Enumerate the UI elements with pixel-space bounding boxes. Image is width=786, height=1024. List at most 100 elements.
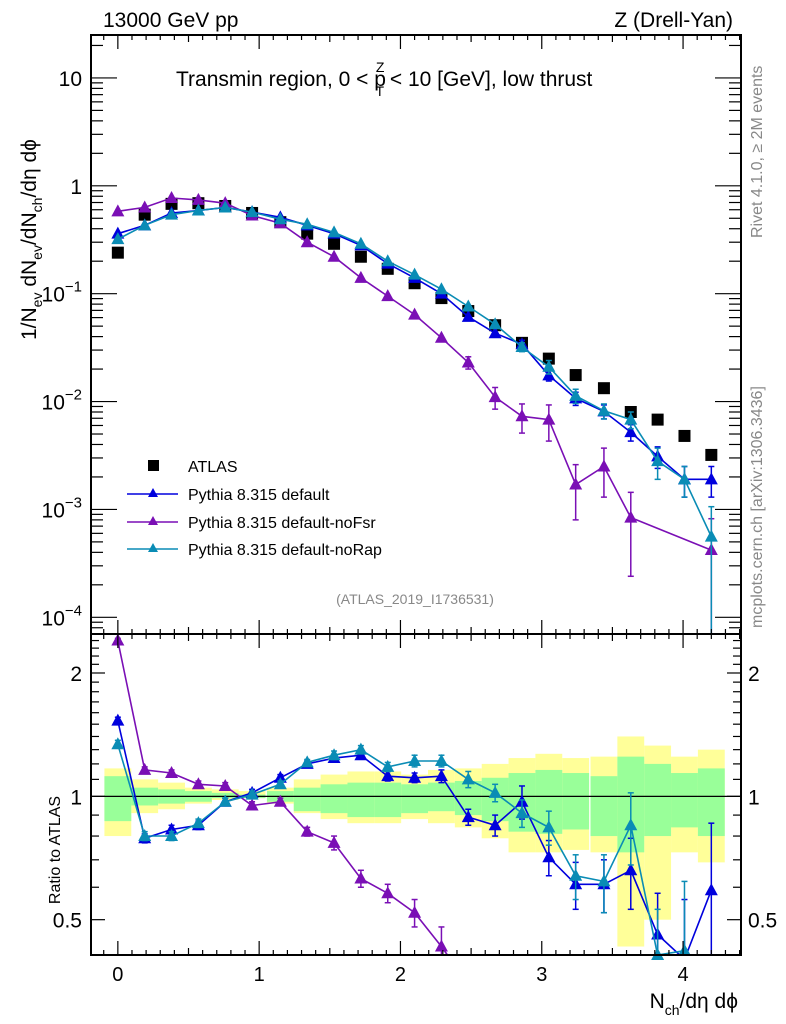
ratio-norap-point (354, 742, 368, 755)
main-norap-point (434, 282, 448, 295)
ratio-nofsr-point (218, 778, 232, 791)
main-norap-point (354, 236, 368, 249)
main-nofsr-point (515, 409, 529, 422)
ratio-default-point (704, 883, 718, 896)
ratio-y-tick-label-right: 1 (748, 786, 760, 809)
ratio-norap-point (624, 818, 638, 831)
ratio-norap-point (245, 787, 259, 800)
plot-title: Transmin region, 0 < pZ T < 10 [GeV], low… (176, 59, 593, 99)
main-default-point (624, 425, 638, 438)
rivet-version-text: Rivet 4.1.0, ≥ 2M events (749, 66, 766, 238)
ratio-band-stat-bin (644, 763, 672, 837)
legend: ATLAS Pythia 8.315 default Pythia 8.315 … (127, 459, 382, 559)
main-nofsr-point (461, 355, 475, 368)
ratio-default-point (624, 863, 638, 876)
header-left: 13000 GeV pp (103, 9, 238, 32)
main-norap-point (461, 299, 475, 312)
ratio-default-point (461, 810, 475, 823)
main-nofsr-point (327, 249, 341, 262)
xlabel-part: /dη dϕ (680, 990, 738, 1013)
main-norap-point (597, 403, 611, 416)
ratio-band-stat-bin (562, 773, 590, 830)
analysis-id-annotation: (ATLAS_2019_I1736531) (336, 591, 494, 607)
title-sup: Z (376, 59, 385, 75)
ylabel-sub: ch (29, 198, 45, 213)
main-y-tick-label: 10−3 (42, 494, 82, 522)
ratio-default-point (488, 818, 502, 831)
ratio-band-stat-bin (401, 784, 429, 814)
ratio-default-point (542, 850, 556, 863)
ratio-band-stat-bin (320, 784, 348, 814)
ratio-default-point (273, 770, 287, 783)
main-norap-point (488, 317, 502, 330)
main-default-point (704, 472, 718, 485)
ratio-default-point (165, 822, 179, 835)
main-atlas-point (301, 227, 314, 240)
ratio-nofsr-point (354, 871, 368, 884)
ratio-norap-point (515, 806, 529, 819)
title-sub: T (375, 83, 384, 99)
ylabel-part: /dN (18, 212, 41, 245)
main-norap-point (651, 454, 665, 467)
legend-label-atlas: ATLAS (188, 459, 238, 476)
ratio-norap-point (111, 737, 125, 750)
ratio-norap-point (327, 748, 341, 761)
main-atlas-point (328, 237, 341, 250)
main-y-tick-label: 1 (70, 176, 82, 199)
legend-marker-nofsr (148, 516, 158, 525)
ratio-band-stat-bin (347, 782, 375, 818)
ratio-frame (90, 633, 742, 956)
ratio-nofsr-point (327, 835, 341, 848)
main-nofsr-point (354, 270, 368, 283)
ratio-nofsr-point (138, 762, 152, 775)
ratio-default-point (111, 713, 125, 726)
ylabel-part: 1/N (18, 307, 41, 340)
ratio-norap-point (138, 829, 152, 842)
ratio-band-stat-bin (590, 776, 618, 837)
main-nofsr-point (191, 192, 205, 205)
title-text-post: < 10 [GeV], low thrust (384, 68, 593, 91)
ratio-nofsr-point (408, 905, 422, 918)
ratio-y-tick-label-right: 2 (748, 663, 760, 686)
main-nofsr-point (488, 390, 502, 403)
main-atlas-point (597, 382, 610, 395)
ratio-y-tick-label-right: 0.5 (748, 910, 777, 933)
ratio-band-stat-bin (293, 787, 321, 812)
x-tick-label: 1 (254, 964, 265, 986)
ratio-band-stat-bin (671, 773, 698, 828)
ratio-nofsr-line-extension (440, 946, 449, 956)
main-y-axis-label: 1/Nev dNev/dNch/dη dϕ (18, 139, 45, 340)
ratio-nofsr-point (273, 794, 287, 807)
ylabel-part: dN (18, 260, 41, 293)
main-norap-point (245, 205, 259, 218)
main-norap-point (300, 217, 314, 230)
main-norap-point (624, 412, 638, 425)
ratio-y-tick-label: 0.5 (53, 910, 82, 933)
main-y-tick-label: 10−1 (42, 279, 82, 307)
ratio-norap-point (165, 829, 179, 842)
ratio-norap-point (434, 753, 448, 766)
main-norap-point (408, 267, 422, 280)
ratio-norap-point (461, 772, 475, 785)
main-norap-point (327, 225, 341, 238)
main-nofsr-point (434, 330, 448, 343)
ratio-norap-point (488, 785, 502, 798)
ratio-nofsr-point (381, 886, 395, 899)
legend-marker-default (148, 488, 158, 497)
title-text-pre: Transmin region, 0 < p (176, 68, 386, 91)
main-norap-point (569, 388, 583, 401)
main-y-tick-label: 10 (59, 68, 82, 91)
axes: 0 1 2 3 4 10 1 10−1 10−2 10−3 10−4 2 2 1 1 0.5 0.5 (42, 34, 777, 986)
ratio-norap-point (300, 755, 314, 768)
ratio-y-tick-label: 2 (70, 663, 82, 686)
main-default-line (117, 206, 712, 481)
legend-label-default: Pythia 8.315 default (188, 487, 330, 504)
main-norap-point (191, 203, 205, 216)
main-nofsr-point (408, 307, 422, 320)
main-atlas-point (651, 413, 664, 426)
main-atlas-point (354, 250, 367, 263)
main-atlas-point (678, 429, 691, 442)
ratio-nofsr-point (165, 766, 179, 779)
ratio-norap-point (408, 753, 422, 766)
